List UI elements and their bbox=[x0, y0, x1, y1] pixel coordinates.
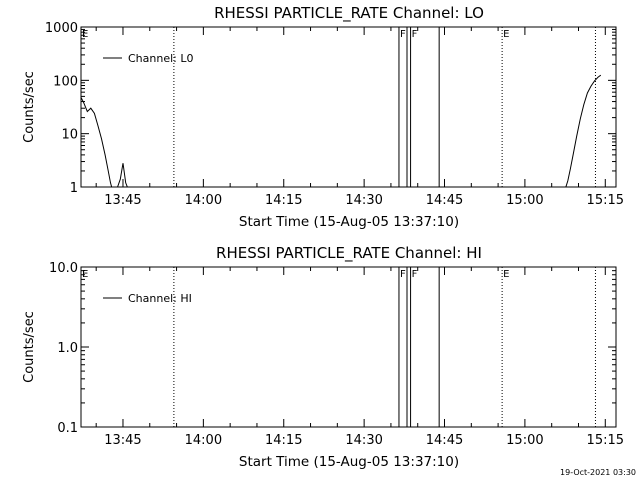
chart-title: RHESSI PARTICLE_RATE Channel: LO bbox=[214, 4, 484, 23]
x-axis-label: Start Time (15-Aug-05 13:37:10) bbox=[239, 214, 459, 230]
legend: Channel: L0 bbox=[103, 52, 194, 65]
marker-letter: F bbox=[412, 269, 418, 280]
plot-area-frame bbox=[80, 26, 617, 188]
y-tick-label: 10.0 bbox=[49, 261, 78, 276]
x-tick-label: 15:15 bbox=[587, 433, 624, 448]
legend-label: Channel: L0 bbox=[128, 52, 194, 65]
legend-label: Channel: HI bbox=[128, 292, 192, 305]
y-axis-ticks: 0.1 1.0 10.0 bbox=[49, 261, 616, 436]
x-tick-label: 14:15 bbox=[265, 193, 302, 208]
y-tick-label: 1 bbox=[70, 181, 78, 196]
x-tick-label: 15:00 bbox=[506, 433, 543, 448]
y-tick-label: 1.0 bbox=[57, 341, 78, 356]
y-axis-label: Counts/sec bbox=[22, 71, 37, 143]
x-tick-label: 13:45 bbox=[104, 433, 141, 448]
legend: Channel: HI bbox=[103, 292, 192, 305]
y-tick-label: 100 bbox=[53, 74, 78, 89]
marker-letter: E bbox=[503, 269, 509, 280]
x-tick-label: 14:30 bbox=[345, 433, 382, 448]
chart-title: RHESSI PARTICLE_RATE Channel: HI bbox=[216, 244, 482, 263]
x-tick-label: 15:15 bbox=[587, 193, 624, 208]
x-tick-label: 14:45 bbox=[426, 433, 463, 448]
marker-letter: F bbox=[400, 29, 406, 40]
y-tick-label: 10 bbox=[61, 128, 78, 143]
x-tick-label: 14:15 bbox=[265, 433, 302, 448]
x-axis-ticks: 13:45 14:00 14:15 14:30 14:45 15:00 15:15 bbox=[95, 267, 624, 448]
series-line bbox=[117, 163, 128, 187]
x-tick-label: 13:45 bbox=[104, 193, 141, 208]
x-tick-label: 14:30 bbox=[345, 193, 382, 208]
x-tick-label: 14:00 bbox=[185, 193, 222, 208]
marker-letter: E bbox=[82, 29, 88, 40]
x-axis-label: Start Time (15-Aug-05 13:37:10) bbox=[239, 454, 459, 470]
y-axis-ticks: 1 10 100 1000 bbox=[45, 21, 616, 196]
x-tick-label: 14:45 bbox=[426, 193, 463, 208]
y-tick-label: 0.1 bbox=[57, 421, 78, 436]
marker-letter: F bbox=[400, 269, 406, 280]
marker-letter: F bbox=[412, 29, 418, 40]
series-line bbox=[81, 97, 113, 187]
marker-letter: E bbox=[82, 269, 88, 280]
marker-letter: E bbox=[503, 29, 509, 40]
x-axis-ticks: 13:45 14:00 14:15 14:30 14:45 15:00 15:15 bbox=[95, 27, 624, 208]
y-axis-label: Counts/sec bbox=[22, 311, 37, 383]
series-line bbox=[565, 74, 602, 187]
data-series bbox=[81, 74, 602, 187]
footer-timestamp: 19-Oct-2021 03:30 bbox=[560, 468, 636, 477]
x-tick-label: 14:00 bbox=[185, 433, 222, 448]
x-tick-label: 15:00 bbox=[506, 193, 543, 208]
y-tick-label: 1000 bbox=[45, 21, 78, 36]
